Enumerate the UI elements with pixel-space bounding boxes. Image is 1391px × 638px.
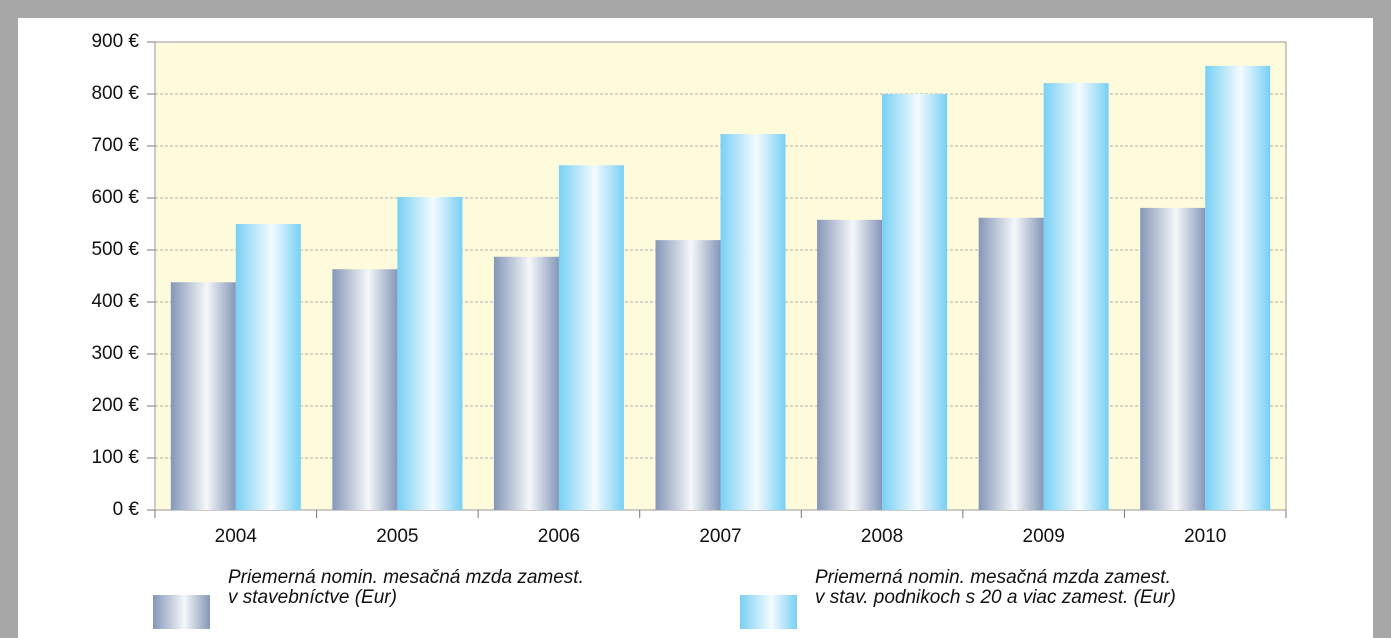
bar <box>1140 207 1206 510</box>
legend-label: Priemerná nomin. mesačná mzda zamest. v … <box>228 567 584 608</box>
bar <box>332 269 398 510</box>
y-tick-label: 900 € <box>91 31 139 52</box>
y-tick-label: 100 € <box>91 447 139 468</box>
y-tick-label: 500 € <box>91 239 139 260</box>
y-tick-label: 0 € <box>113 499 140 520</box>
y-tick-label: 400 € <box>91 291 139 312</box>
x-tick-label: 2004 <box>215 526 258 547</box>
bar <box>1043 83 1109 510</box>
bar <box>558 165 624 511</box>
y-tick-label: 600 € <box>91 187 139 208</box>
bar <box>493 256 559 510</box>
bar <box>882 94 948 510</box>
legend-label: Priemerná nomin. mesačná mzda zamest. v … <box>815 567 1176 608</box>
page: 0 € 100 € 200 € 300 € 400 € 500 € 600 € 700 € 80… <box>18 18 1373 638</box>
x-tick-label: 2010 <box>1184 526 1226 547</box>
legend-swatch <box>153 595 210 629</box>
y-tick-label: 300 € <box>91 343 139 364</box>
x-tick-label: 2008 <box>861 526 903 547</box>
x-tick-label: 2005 <box>376 526 418 547</box>
x-tick-label: 2007 <box>699 526 741 547</box>
bar <box>1205 65 1271 511</box>
x-tick-label: 2009 <box>1023 526 1065 547</box>
legend-swatch <box>740 595 797 629</box>
bar <box>655 240 721 510</box>
y-tick-label: 200 € <box>91 395 139 416</box>
bar <box>720 134 786 511</box>
bar <box>817 219 883 510</box>
x-tick-label: 2006 <box>538 526 580 547</box>
chart: 0 € 100 € 200 € 300 € 400 € 500 € 600 € 700 € 80… <box>91 31 1287 547</box>
y-tick-label: 700 € <box>91 135 139 156</box>
bar <box>235 224 301 510</box>
bar <box>978 217 1044 510</box>
y-tick-label: 800 € <box>91 83 139 104</box>
bar <box>397 196 463 510</box>
bar <box>170 282 236 510</box>
